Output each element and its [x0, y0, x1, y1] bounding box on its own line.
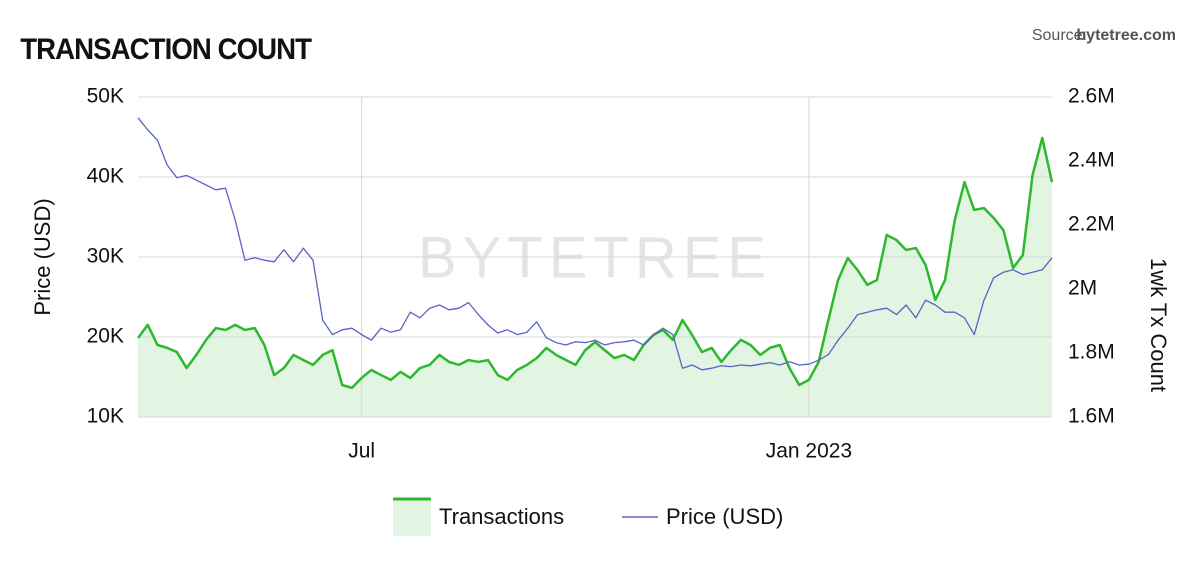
y2-tick-label: 2.6M: [1068, 85, 1115, 108]
source: bytetree.com: [1076, 27, 1176, 44]
source-label: Source:: [1032, 27, 1087, 44]
y2-tick-label: 2.4M: [1068, 149, 1115, 172]
y2-tick-label: 2.2M: [1068, 213, 1115, 236]
y-tick-label: 20K: [87, 325, 124, 348]
y2-tick-label: 1.8M: [1068, 341, 1115, 364]
x-tick-label: Jul: [348, 440, 375, 463]
y-tick-label: 40K: [87, 165, 124, 188]
y2-tick-label: 2M: [1068, 277, 1097, 300]
x-tick-label: Jan 2023: [766, 440, 852, 463]
y-tick-label: 30K: [87, 245, 124, 268]
line: [137, 117, 1053, 371]
y-axis-label: Price (USD): [30, 198, 55, 315]
area: [138, 137, 1052, 417]
y-tick-label: 10K: [87, 405, 124, 428]
y2-axis-label: 1wk Tx Count: [1146, 258, 1171, 392]
legend-label: Price (USD): [666, 504, 783, 529]
watermark: BYTETREE: [418, 225, 772, 290]
y2-tick-label: 1.6M: [1068, 405, 1115, 428]
legend-label: Transactions: [439, 504, 564, 529]
y-tick-label: 50K: [87, 85, 124, 108]
legend-swatch: [393, 498, 431, 536]
line: [136, 136, 1054, 390]
chart-title: TRANSACTION COUNT: [20, 33, 312, 66]
